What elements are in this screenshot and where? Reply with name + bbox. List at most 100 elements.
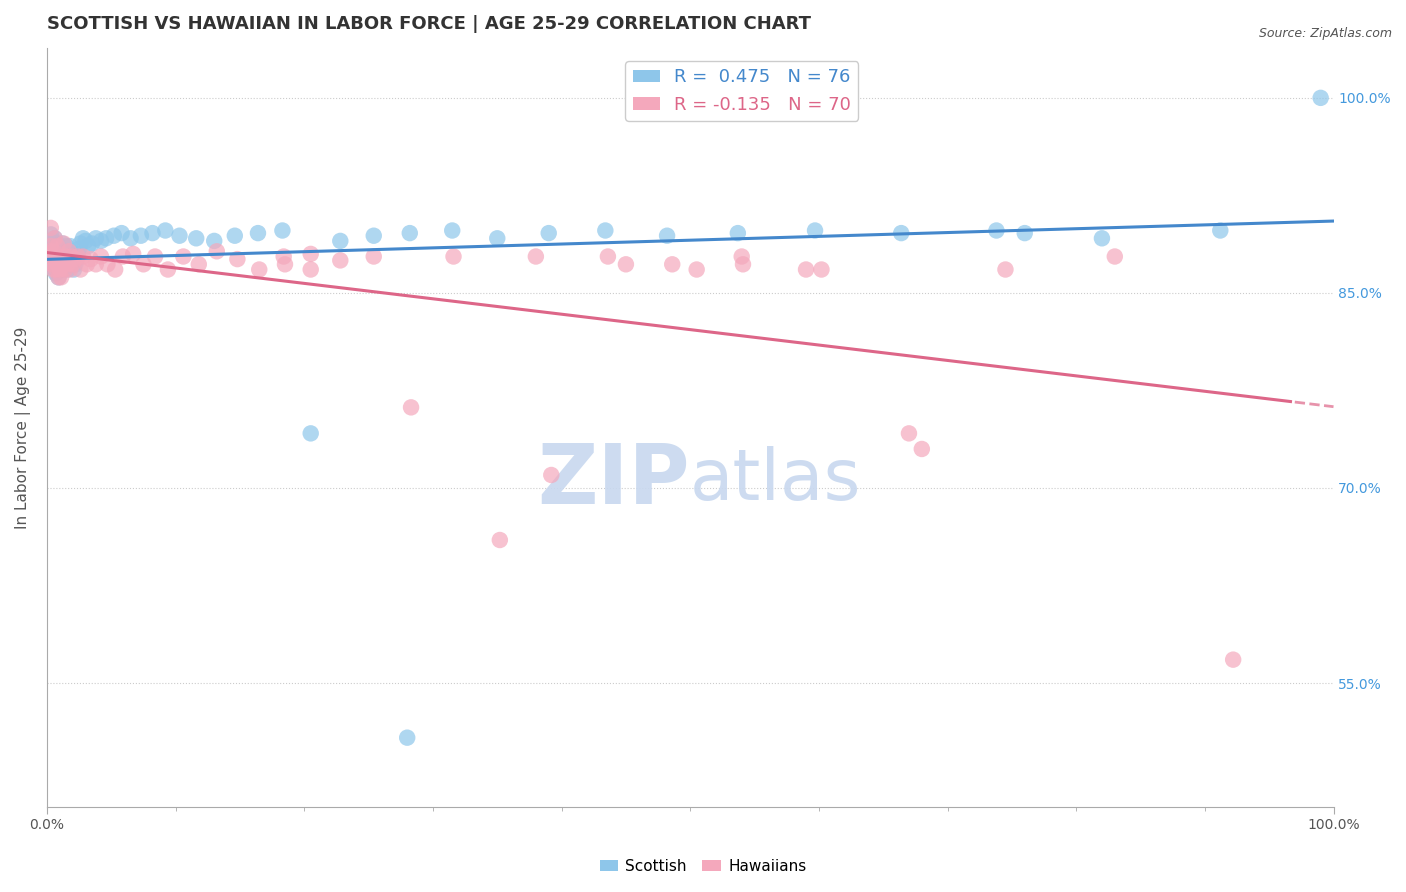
Scottish <box>45 267 67 281</box>
Hawaiians <box>49 262 72 277</box>
Scottish <box>55 257 77 271</box>
Scottish <box>595 223 617 237</box>
Hawaiians <box>399 401 422 415</box>
Hawaiians <box>44 252 66 266</box>
Scottish <box>52 262 75 277</box>
Hawaiians <box>363 250 385 264</box>
Scottish <box>537 226 560 240</box>
Scottish <box>103 228 125 243</box>
Hawaiians <box>42 244 65 259</box>
Scottish <box>396 731 419 745</box>
Hawaiians <box>44 231 66 245</box>
Scottish <box>41 236 63 251</box>
Hawaiians <box>443 250 465 264</box>
Hawaiians <box>731 257 754 271</box>
Scottish <box>59 239 82 253</box>
Hawaiians <box>52 236 75 251</box>
Scottish <box>37 253 59 268</box>
Scottish <box>55 239 77 253</box>
Hawaiians <box>41 257 63 271</box>
Scottish <box>45 244 67 259</box>
Scottish <box>363 228 385 243</box>
Scottish <box>169 228 191 243</box>
Scottish <box>56 262 79 277</box>
Hawaiians <box>187 257 209 271</box>
Hawaiians <box>299 247 322 261</box>
Hawaiians <box>226 252 249 266</box>
Scottish <box>51 236 73 251</box>
Hawaiians <box>994 262 1017 277</box>
Hawaiians <box>794 262 817 277</box>
Scottish <box>271 223 294 237</box>
Scottish <box>48 250 70 264</box>
Hawaiians <box>1222 653 1244 667</box>
Hawaiians <box>329 253 352 268</box>
Scottish <box>53 254 76 268</box>
Scottish <box>44 231 66 245</box>
Hawaiians <box>911 442 934 456</box>
Scottish <box>186 231 208 245</box>
Hawaiians <box>46 257 69 271</box>
Hawaiians <box>1104 250 1126 264</box>
Scottish <box>84 231 107 245</box>
Scottish <box>66 247 89 261</box>
Hawaiians <box>132 257 155 271</box>
Scottish <box>62 250 84 264</box>
Hawaiians <box>274 257 297 271</box>
Y-axis label: In Labor Force | Age 25-29: In Labor Force | Age 25-29 <box>15 326 31 529</box>
Scottish <box>38 247 60 261</box>
Scottish <box>129 228 152 243</box>
Scottish <box>1014 226 1036 240</box>
Hawaiians <box>731 250 754 264</box>
Hawaiians <box>686 262 709 277</box>
Scottish <box>90 234 112 248</box>
Scottish <box>299 426 322 441</box>
Hawaiians <box>172 250 194 264</box>
Scottish <box>49 257 72 271</box>
Scottish <box>65 257 87 271</box>
Hawaiians <box>60 250 83 264</box>
Hawaiians <box>65 252 87 266</box>
Hawaiians <box>69 262 91 277</box>
Hawaiians <box>80 252 103 266</box>
Hawaiians <box>122 247 145 261</box>
Hawaiians <box>46 239 69 253</box>
Hawaiians <box>156 262 179 277</box>
Scottish <box>246 226 269 240</box>
Scottish <box>67 242 90 256</box>
Hawaiians <box>614 257 637 271</box>
Hawaiians <box>48 270 70 285</box>
Hawaiians <box>42 262 65 277</box>
Scottish <box>141 226 163 240</box>
Hawaiians <box>48 252 70 266</box>
Hawaiians <box>90 250 112 264</box>
Hawaiians <box>53 262 76 277</box>
Hawaiians <box>55 250 77 264</box>
Scottish <box>49 244 72 259</box>
Scottish <box>441 223 464 237</box>
Scottish <box>890 226 912 240</box>
Scottish <box>58 244 80 259</box>
Scottish <box>46 260 69 274</box>
Hawaiians <box>39 220 62 235</box>
Scottish <box>51 252 73 266</box>
Hawaiians <box>489 533 512 547</box>
Scottish <box>96 231 118 245</box>
Hawaiians <box>38 244 60 259</box>
Text: ZIP: ZIP <box>537 440 690 521</box>
Hawaiians <box>897 426 920 441</box>
Scottish <box>1091 231 1114 245</box>
Legend: R =  0.475   N = 76, R = -0.135   N = 70: R = 0.475 N = 76, R = -0.135 N = 70 <box>626 62 858 120</box>
Scottish <box>60 254 83 268</box>
Hawaiians <box>51 257 73 271</box>
Scottish <box>63 262 86 277</box>
Scottish <box>46 236 69 251</box>
Scottish <box>224 228 246 243</box>
Hawaiians <box>45 250 67 264</box>
Hawaiians <box>56 257 79 271</box>
Scottish <box>56 250 79 264</box>
Hawaiians <box>96 257 118 271</box>
Hawaiians <box>84 257 107 271</box>
Hawaiians <box>59 262 82 277</box>
Scottish <box>41 260 63 274</box>
